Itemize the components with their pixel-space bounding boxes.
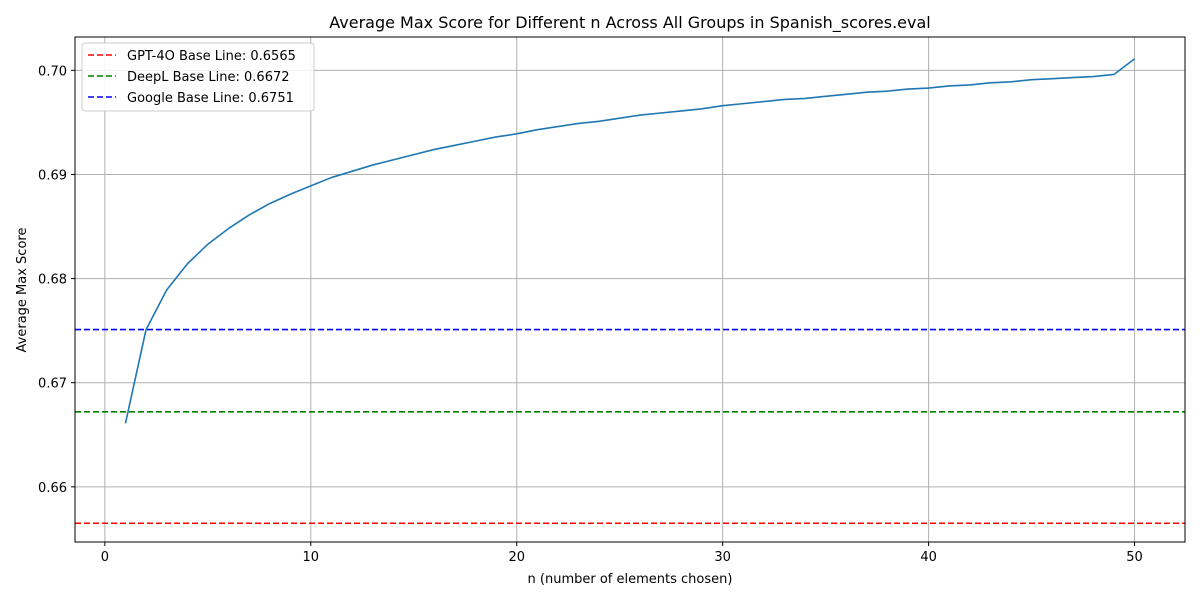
y-tick-label: 0.66 (38, 481, 67, 496)
chart-title: Average Max Score for Different n Across… (329, 13, 930, 33)
legend: GPT-4O Base Line: 0.6565 DeepL Base Line:… (81, 42, 315, 112)
legend-label: GPT-4O Base Line: 0.6565 (127, 49, 296, 64)
x-ticks: 0 10 20 30 40 50 (101, 542, 1143, 565)
y-tick-label: 0.69 (38, 168, 67, 183)
y-axis-label: Average Max Score (15, 228, 30, 353)
x-tick-label: 0 (101, 550, 109, 565)
x-tick-label: 30 (714, 550, 731, 565)
legend-label: Google Base Line: 0.6751 (127, 91, 294, 106)
x-tick-label: 50 (1126, 550, 1143, 565)
x-tick-label: 40 (920, 550, 937, 565)
baselines (75, 328, 1185, 525)
grid (75, 37, 1185, 542)
y-ticks: 0.66 0.67 0.68 0.69 0.70 (38, 64, 75, 496)
legend-box (81, 42, 315, 112)
x-tick-label: 10 (303, 550, 320, 565)
y-tick-label: 0.68 (38, 273, 67, 288)
series (124, 58, 1136, 424)
legend-label: DeepL Base Line: 0.6672 (127, 70, 290, 85)
plot-frame (74, 36, 1186, 543)
series-line (124, 58, 1136, 424)
y-tick-label: 0.70 (38, 64, 67, 79)
y-tick-label: 0.67 (38, 377, 67, 392)
x-tick-label: 20 (508, 550, 525, 565)
x-axis-label: n (number of elements chosen) (528, 572, 733, 587)
